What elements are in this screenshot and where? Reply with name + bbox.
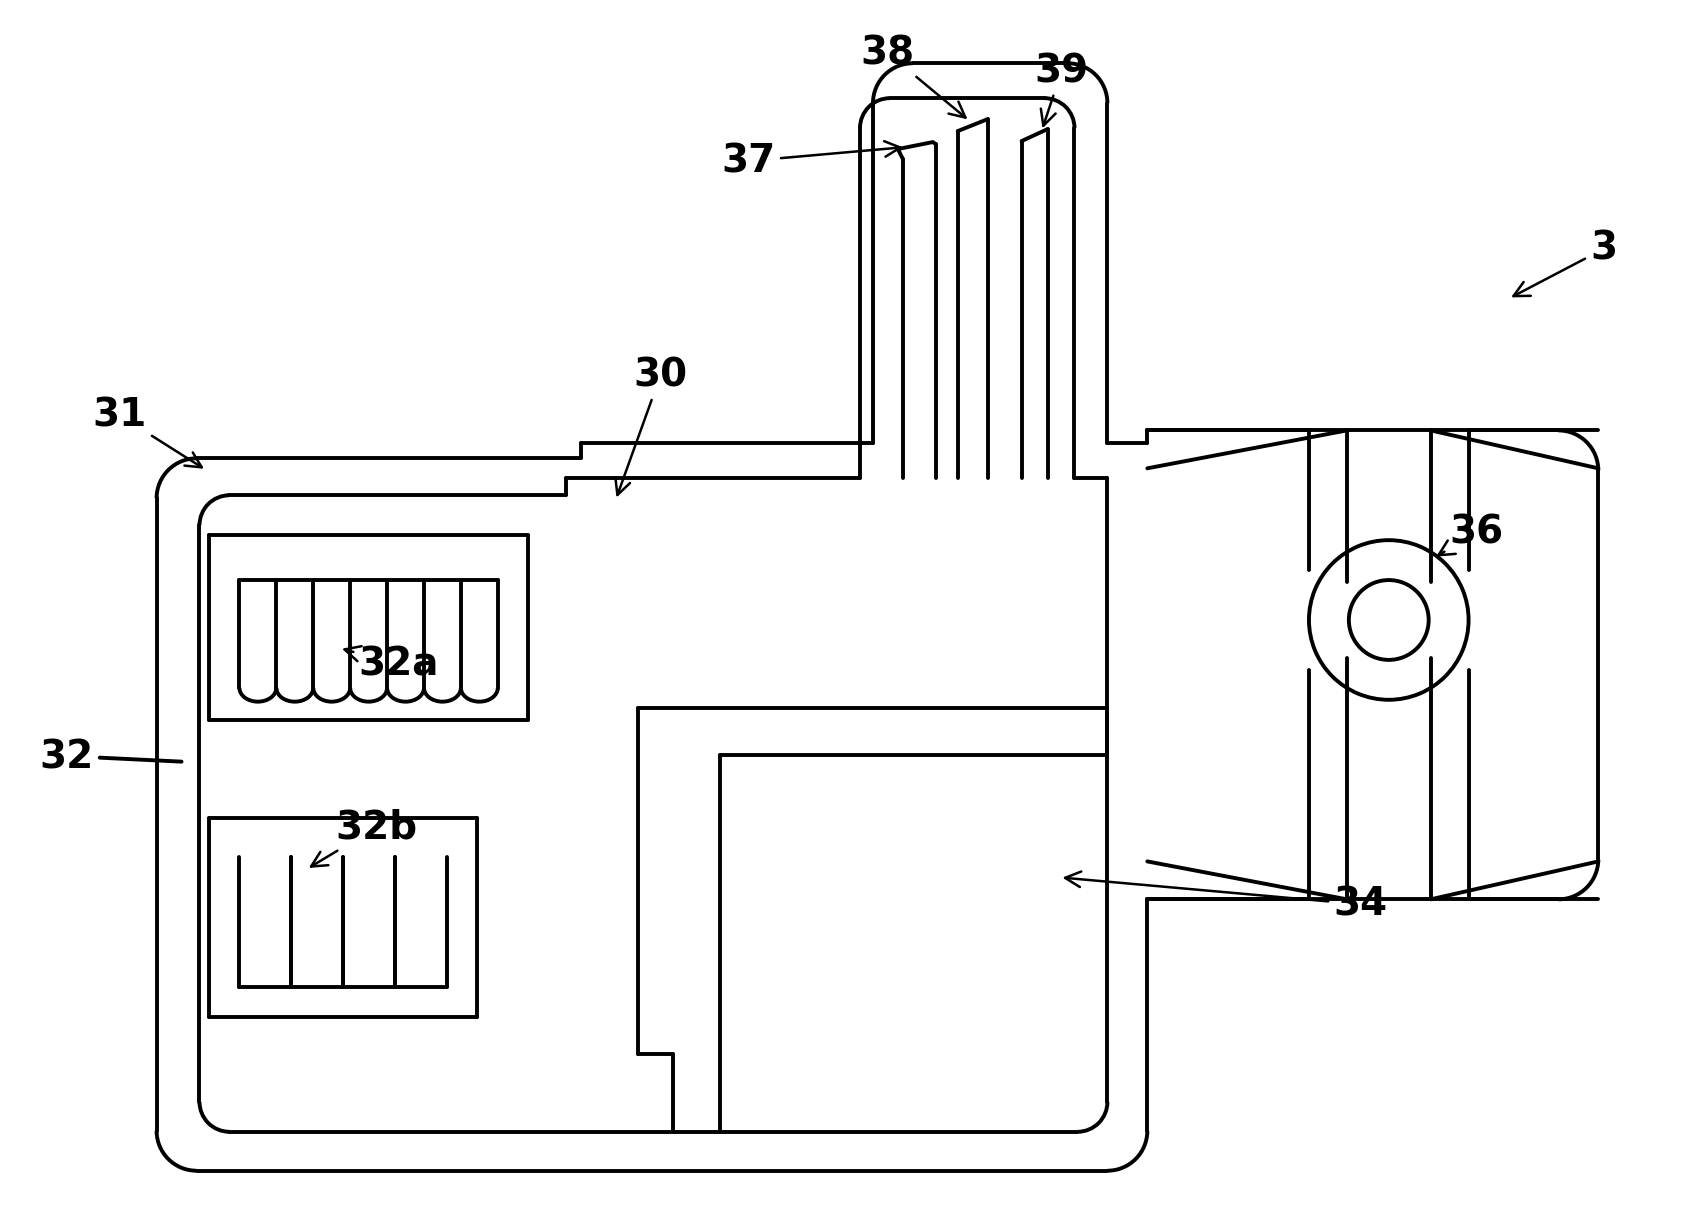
Text: 32b: 32b [311,808,417,866]
Text: 36: 36 [1439,513,1504,555]
Text: 30: 30 [616,356,688,495]
Text: 37: 37 [720,141,900,180]
Text: 34: 34 [1065,871,1388,923]
Text: 32a: 32a [345,646,439,684]
Text: 38: 38 [860,34,966,118]
Text: 3: 3 [1514,230,1618,296]
Text: 32: 32 [39,739,94,776]
Text: 31: 31 [92,396,201,468]
Text: 39: 39 [1034,52,1089,126]
